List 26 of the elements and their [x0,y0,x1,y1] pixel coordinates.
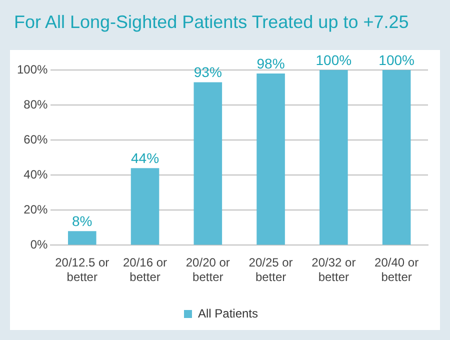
x-tick-label: 20/20 or better [186,256,230,284]
bar [320,70,348,245]
text: 44% [131,150,160,166]
y-tick-label: 60% [24,132,48,146]
chart-title: For All Long-Sighted Patients Treated up to +7.25 [14,12,409,33]
y-tick-label: 0% [30,238,48,252]
x-tick-label: 20/16 or better [122,256,168,284]
text: 93% [194,64,222,80]
bar [382,70,411,245]
x-tick-label: 20/40 or better [374,256,419,284]
y-tick-label: 80% [24,97,48,112]
x-tick-label: 20/25 or better [248,256,293,284]
y-tick-label: 20% [24,202,48,216]
bar [68,231,96,245]
x-tick-label: 20/32 or better [312,256,356,284]
text: 98% [256,55,285,72]
bar [194,82,222,245]
y-tick-label: 40% [24,167,48,182]
text: 100% [316,52,352,68]
y-tick-label: 100% [16,62,48,76]
bar [130,168,160,245]
text: 100% [378,52,414,68]
bar [256,74,285,245]
text: 8% [72,213,92,230]
x-tick-label: 20/12.5 or better [55,256,110,284]
legend-label: All Patients [198,306,258,320]
